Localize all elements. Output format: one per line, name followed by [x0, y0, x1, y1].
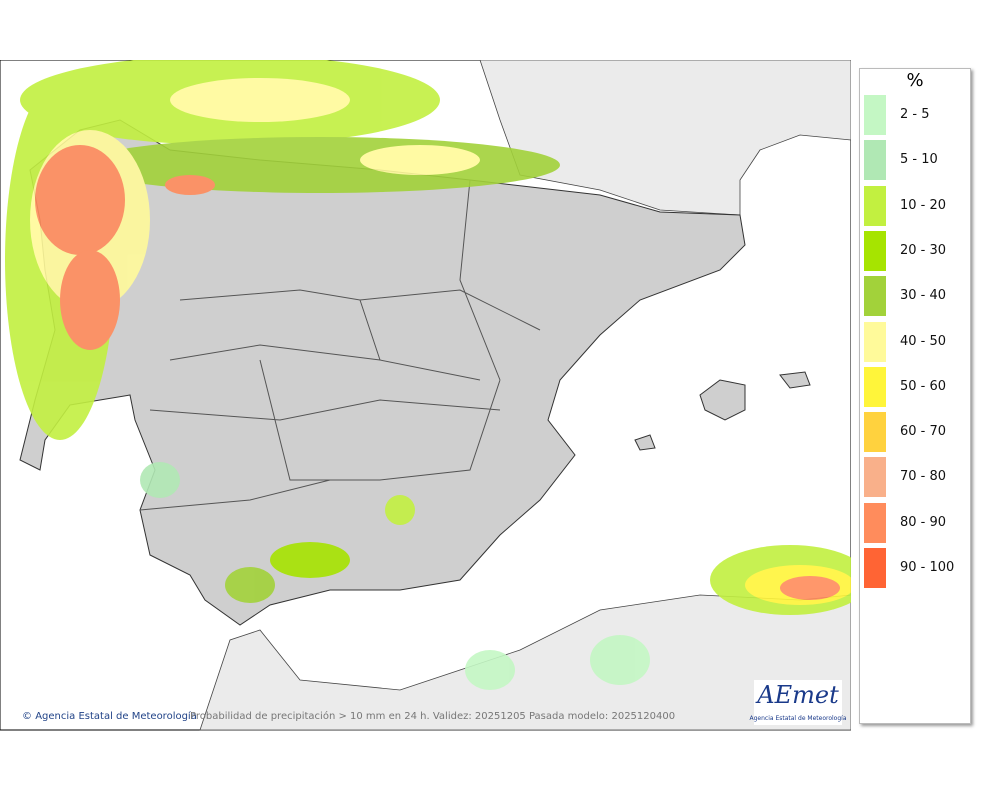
legend-swatch: [864, 185, 886, 226]
legend-item: 40 - 50: [864, 321, 968, 362]
area: [60, 250, 120, 350]
legend-label: 10 - 20: [900, 197, 947, 213]
area: [170, 78, 350, 122]
legend-title: %: [906, 70, 924, 91]
legend-label: 2 - 5: [900, 107, 930, 122]
africa: [199, 594, 851, 731]
legend-item: 80 - 90: [864, 502, 968, 543]
legend-swatch: [864, 230, 886, 271]
legend-label: 50 - 60: [900, 378, 947, 394]
area: [360, 145, 480, 175]
legend-label: 30 - 40: [900, 288, 947, 304]
legend-item: 10 - 20: [864, 185, 968, 226]
legend: % 2 - 5 5 - 10 10 - 20 20 - 30 30 - 40 40 - 5…: [859, 68, 971, 724]
legend-label: 5 - 10: [900, 152, 938, 168]
legend-swatch: [864, 502, 886, 543]
area: [590, 635, 650, 685]
credit: © Agencia Estatal de Meteorología: [22, 710, 197, 722]
legend-label: 80 - 90: [900, 514, 947, 530]
legend-swatch: [864, 457, 886, 498]
region-borders: [139, 179, 541, 511]
credit-text: Agencia Estatal de Meteorología: [35, 710, 197, 722]
balearic-islands: [634, 371, 811, 451]
logo: AEmet: [755, 681, 839, 709]
area: [780, 576, 840, 600]
area: [270, 542, 350, 578]
legend-item: 70 - 80: [864, 457, 968, 498]
legend-swatch: [864, 548, 886, 588]
legend-item: 90 - 100: [864, 548, 968, 588]
area: [80, 137, 560, 193]
legend-item: 20 - 30: [864, 230, 968, 271]
legend-label: 40 - 50: [900, 333, 947, 349]
legend-item: 5 - 10: [864, 140, 968, 181]
legend-swatch: [864, 321, 886, 362]
area: [465, 650, 515, 690]
legend-swatch: [864, 366, 886, 407]
area: [35, 145, 125, 255]
map: © Agencia Estatal de Meteorología Probab…: [0, 60, 851, 731]
area: [140, 462, 180, 498]
area: [385, 495, 415, 525]
area: [225, 567, 275, 603]
legend-item: 50 - 60: [864, 366, 968, 407]
legend-item: 30 - 40: [864, 276, 968, 317]
probability-areas: [5, 60, 851, 690]
legend-swatch: [864, 276, 886, 317]
legend-item: 2 - 5: [864, 95, 968, 135]
legend-swatch: [864, 95, 886, 135]
legend-swatch: [864, 140, 886, 181]
iberia: [19, 119, 746, 626]
logo-subtitle: Agencia Estatal de Meteorología: [750, 715, 847, 722]
legend-label: 60 - 70: [900, 424, 947, 440]
legend-label: 90 - 100: [900, 560, 955, 575]
area: [165, 175, 215, 195]
legend-label: 70 - 80: [900, 469, 947, 485]
caption: Probabilidad de precipitación > 10 mm en…: [190, 710, 675, 722]
logo-box: [754, 680, 842, 725]
legend-item: 60 - 70: [864, 412, 968, 453]
legend-swatch: [864, 412, 886, 453]
legend-label: 20 - 30: [900, 242, 947, 258]
